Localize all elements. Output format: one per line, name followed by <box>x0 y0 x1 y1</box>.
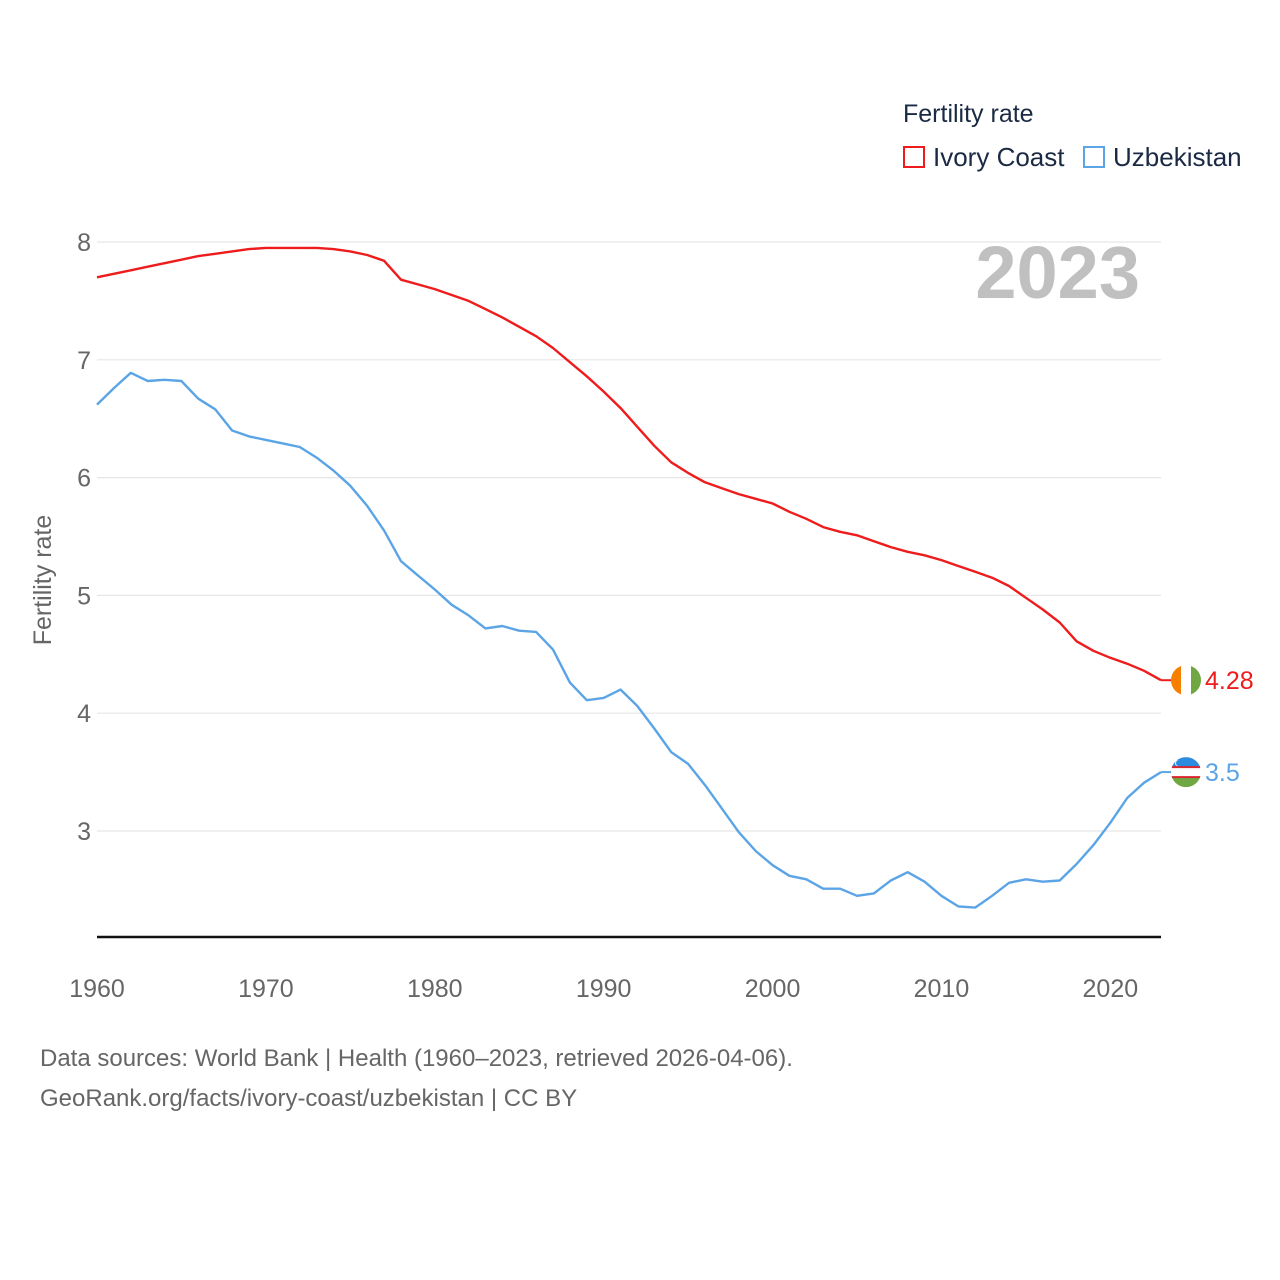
x-tick-label: 2020 <box>1083 975 1139 1003</box>
x-tick-labels: 1960 1970 1980 1990 2000 2010 2020 <box>69 975 1138 1003</box>
uzbekistan-flag-icon <box>1171 757 1201 788</box>
x-tick-label: 2000 <box>745 975 801 1003</box>
x-tick-label: 1970 <box>238 975 294 1003</box>
source-text: Data sources: World Bank | Health (1960–… <box>40 1045 793 1072</box>
y-tick-label: 3 <box>77 818 91 846</box>
grid-lines <box>97 241 1161 832</box>
legend-swatch-ivory-coast <box>903 146 925 168</box>
series-line-ivory-coast <box>96 246 1162 682</box>
y-tick-label: 7 <box>77 347 91 375</box>
x-tick-label: 1990 <box>576 975 632 1003</box>
y-axis-title: Fertility rate <box>29 515 57 646</box>
series-lines <box>96 246 1162 909</box>
legend-label-uzbekistan: Uzbekistan <box>1113 141 1242 172</box>
series-line-uzbekistan <box>96 371 1162 909</box>
endpoint-label-ivory-coast: 4.28 <box>1205 667 1254 695</box>
x-tick-label: 2010 <box>914 975 970 1003</box>
y-tick-label: 5 <box>77 582 91 610</box>
endpoint-label-uzbekistan: 3.5 <box>1205 759 1240 787</box>
legend-item-uzbekistan[interactable]: Uzbekistan <box>1083 142 1242 172</box>
legend-title: Fertility rate <box>903 100 1034 128</box>
x-tick-label: 1960 <box>69 975 125 1003</box>
y-tick-label: 8 <box>77 229 91 257</box>
year-watermark: 2023 <box>975 231 1140 314</box>
source-url[interactable]: GeoRank.org/facts/ivory-coast/uzbekistan… <box>40 1085 578 1112</box>
legend-label-ivory-coast: Ivory Coast <box>933 141 1065 172</box>
legend-item-ivory-coast[interactable]: Ivory Coast <box>903 142 1065 172</box>
ivory-coast-flag-icon <box>1171 665 1201 696</box>
y-tick-label: 6 <box>77 465 91 493</box>
legend-swatch-uzbekistan <box>1083 146 1105 168</box>
x-tick-label: 1980 <box>407 975 463 1003</box>
y-tick-label: 4 <box>77 700 91 728</box>
y-tick-labels: 3 4 5 6 7 8 <box>77 229 91 846</box>
